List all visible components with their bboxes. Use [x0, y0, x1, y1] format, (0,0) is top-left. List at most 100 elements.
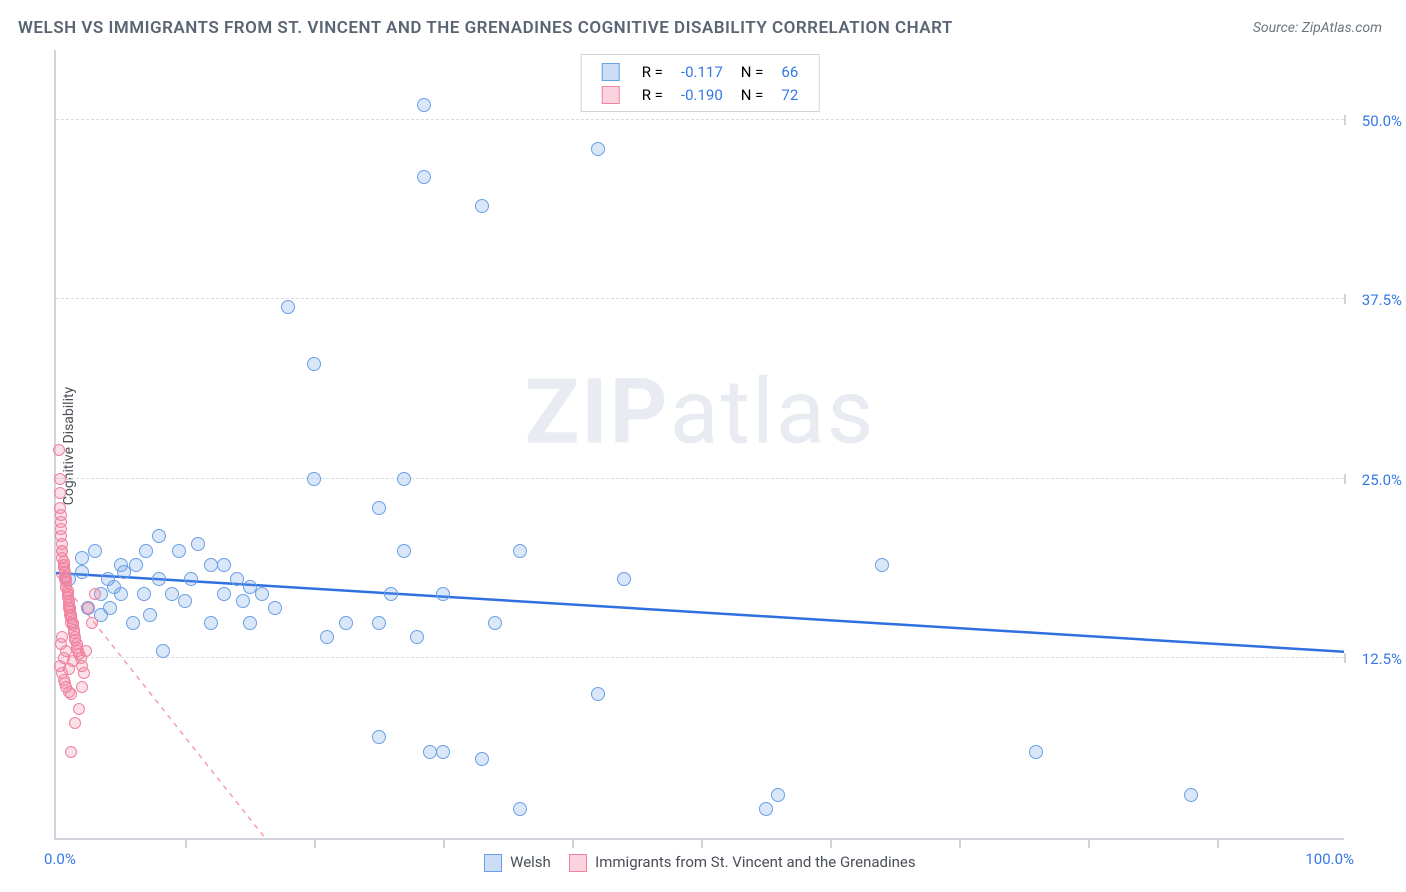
x-min-label: 0.0%: [44, 850, 76, 868]
point-welsh: [143, 608, 157, 622]
point-welsh: [423, 745, 437, 759]
gridline: [56, 478, 1344, 479]
point-welsh: [513, 802, 527, 816]
point-welsh: [268, 601, 282, 615]
point-welsh: [178, 594, 192, 608]
swatch-blue: [602, 63, 620, 81]
point-svg: [78, 667, 90, 679]
y-tick-label: 37.5%: [1362, 291, 1402, 309]
n-value-svg: 72: [773, 84, 806, 105]
point-svg: [54, 487, 66, 499]
watermark: ZIPatlas: [525, 360, 876, 465]
point-welsh: [372, 730, 386, 744]
point-welsh: [217, 558, 231, 572]
r-label: R =: [634, 61, 671, 82]
x-tick: [1217, 838, 1219, 848]
right-tick: [1344, 115, 1346, 125]
point-welsh: [75, 565, 89, 579]
point-welsh: [243, 616, 257, 630]
source-attribution: Source: ZipAtlas.com: [1253, 20, 1382, 36]
swatch-blue: [484, 854, 502, 872]
y-tick-label: 25.0%: [1362, 471, 1402, 489]
point-welsh: [617, 572, 631, 586]
x-tick: [830, 838, 832, 848]
point-svg: [76, 681, 88, 693]
gridline: [56, 298, 1344, 299]
r-value-svg: -0.190: [673, 84, 731, 105]
x-tick: [701, 838, 703, 848]
series-legend: Welsh Immigrants from St. Vincent and th…: [56, 853, 1344, 872]
x-tick: [1088, 838, 1090, 848]
r-label: R =: [634, 84, 671, 105]
x-max-label: 100.0%: [1305, 850, 1354, 868]
point-svg: [80, 645, 92, 657]
watermark-zip: ZIP: [525, 360, 670, 465]
point-welsh: [397, 472, 411, 486]
point-svg: [86, 617, 98, 629]
source-name: ZipAtlas.com: [1302, 20, 1382, 36]
point-welsh: [230, 572, 244, 586]
legend-row-welsh: R = -0.117 N = 66: [594, 61, 807, 82]
point-welsh: [513, 544, 527, 558]
swatch-pink: [602, 86, 620, 104]
point-welsh: [320, 630, 334, 644]
legend-row-svg: R = -0.190 N = 72: [594, 84, 807, 105]
point-welsh: [436, 745, 450, 759]
point-welsh: [281, 300, 295, 314]
x-tick: [572, 838, 574, 848]
x-tick: [314, 838, 316, 848]
point-welsh: [384, 587, 398, 601]
point-svg: [89, 588, 101, 600]
point-svg: [55, 509, 67, 521]
point-welsh: [591, 687, 605, 701]
point-svg: [56, 631, 68, 643]
point-welsh: [217, 587, 231, 601]
point-welsh: [184, 572, 198, 586]
point-welsh: [129, 558, 143, 572]
n-label: N =: [733, 84, 772, 105]
point-welsh: [307, 472, 321, 486]
point-welsh: [103, 601, 117, 615]
point-svg: [82, 602, 94, 614]
right-tick: [1344, 294, 1346, 304]
n-label: N =: [733, 61, 772, 82]
point-welsh: [152, 529, 166, 543]
point-welsh: [152, 572, 166, 586]
point-welsh: [139, 544, 153, 558]
chart-title: WELSH VS IMMIGRANTS FROM ST. VINCENT AND…: [18, 18, 953, 38]
legend-welsh-label: Welsh: [510, 853, 551, 871]
point-svg: [54, 660, 66, 672]
x-tick: [185, 838, 187, 848]
legend-svg-label: Immigrants from St. Vincent and the Gren…: [595, 853, 915, 871]
point-welsh: [236, 594, 250, 608]
point-welsh: [1184, 788, 1198, 802]
watermark-atlas: atlas: [670, 360, 876, 465]
point-welsh: [204, 616, 218, 630]
point-welsh: [114, 587, 128, 601]
point-welsh: [165, 587, 179, 601]
point-welsh: [372, 501, 386, 515]
n-value-welsh: 66: [773, 61, 806, 82]
point-svg: [73, 703, 85, 715]
point-welsh: [75, 551, 89, 565]
point-welsh: [410, 630, 424, 644]
point-welsh: [759, 802, 773, 816]
gridline: [56, 657, 1344, 658]
point-welsh: [475, 752, 489, 766]
trend-lines: [56, 50, 1344, 838]
swatch-pink: [569, 854, 587, 872]
point-welsh: [591, 142, 605, 156]
point-welsh: [255, 587, 269, 601]
point-welsh: [771, 788, 785, 802]
point-welsh: [875, 558, 889, 572]
x-tick: [959, 838, 961, 848]
point-welsh: [372, 616, 386, 630]
correlation-legend: R = -0.117 N = 66 R = -0.190 N = 72: [581, 54, 820, 112]
right-tick: [1344, 653, 1346, 663]
right-tick: [1344, 474, 1346, 484]
point-welsh: [191, 537, 205, 551]
r-value-welsh: -0.117: [673, 61, 731, 82]
point-welsh: [339, 616, 353, 630]
y-tick-label: 50.0%: [1362, 112, 1402, 130]
point-welsh: [475, 199, 489, 213]
